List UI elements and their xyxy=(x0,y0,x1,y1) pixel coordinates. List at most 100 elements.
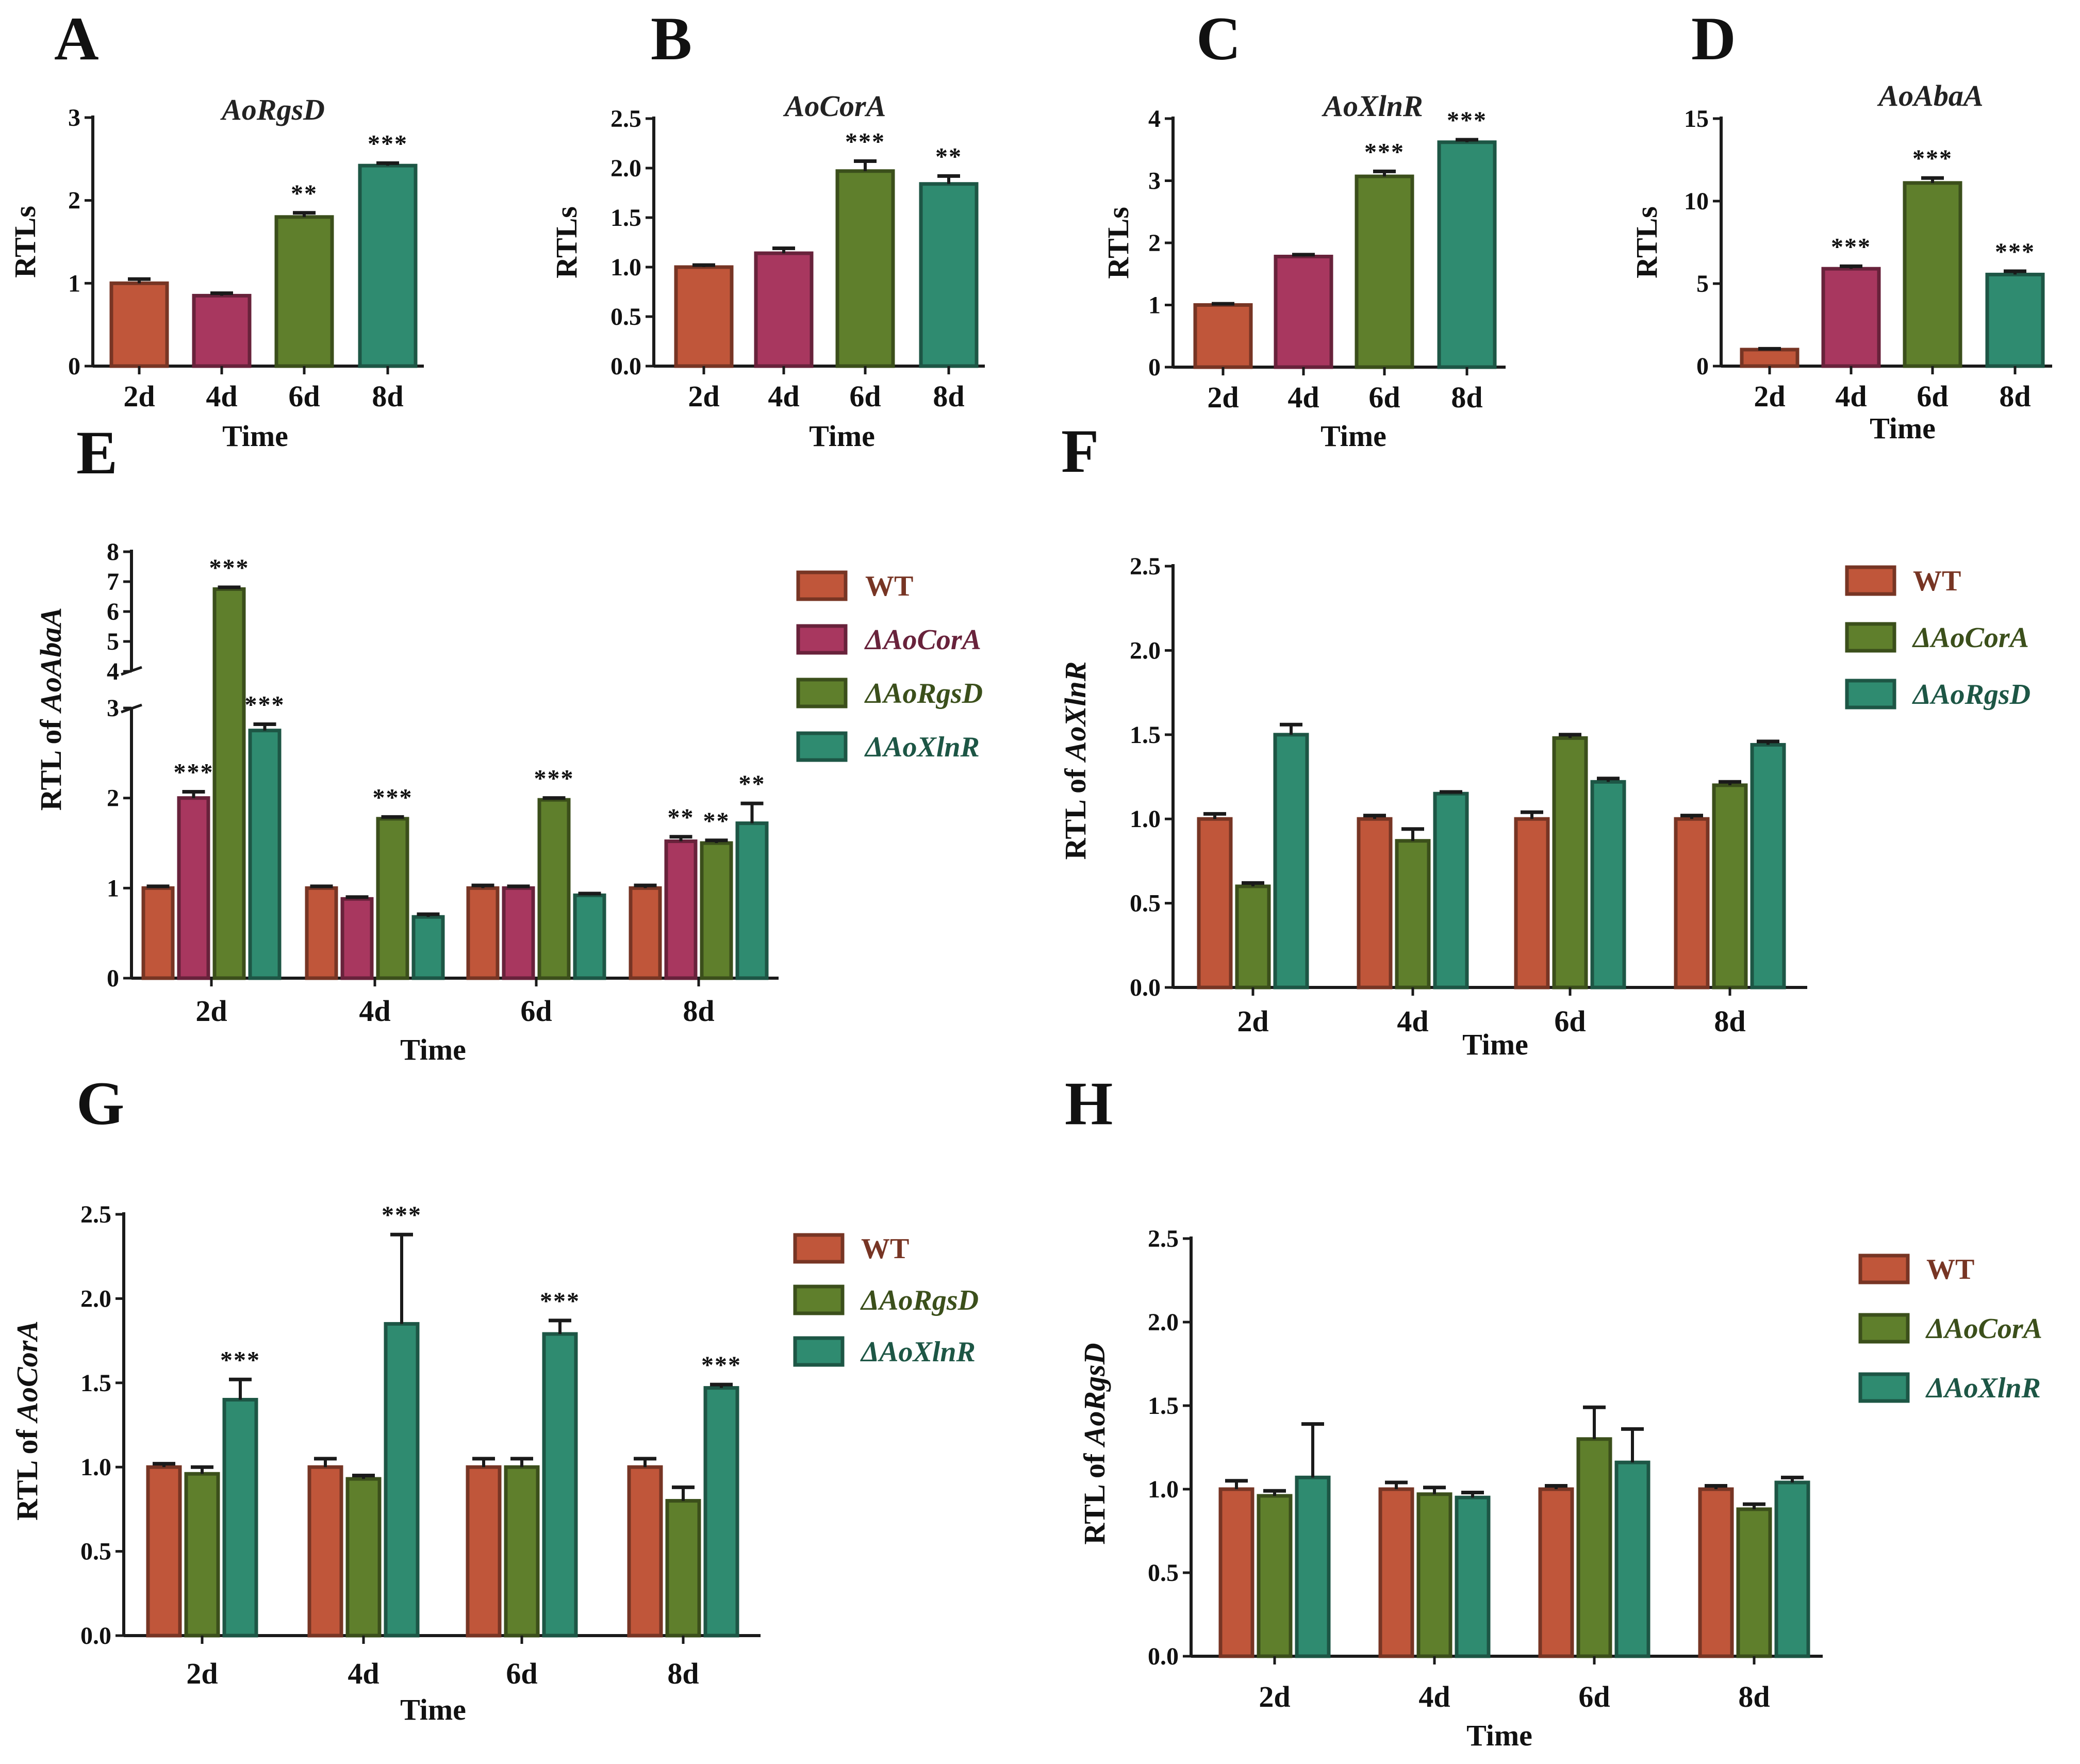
y-tick-label: 4 xyxy=(1148,105,1161,133)
legend-label: WT xyxy=(865,570,913,602)
panel-letter: A xyxy=(54,4,99,73)
bar-4d-aorgsd_mutant xyxy=(1395,839,1431,990)
significance-label: *** xyxy=(1447,107,1487,134)
legend-swatch xyxy=(1845,679,1896,710)
y-tick-label: 1.5 xyxy=(1130,721,1161,749)
y-tick-label: 0.0 xyxy=(80,1622,111,1650)
significance-label: *** xyxy=(368,130,408,157)
y-tick-label: 1 xyxy=(1148,292,1161,319)
y-tick-label: 2.0 xyxy=(80,1285,111,1312)
y-tick-label: 5 xyxy=(107,628,119,655)
bar-2d-aorgsd_mutant xyxy=(1257,1494,1293,1658)
panel-letter: B xyxy=(651,4,692,73)
bar-6d-wt xyxy=(466,1465,502,1638)
y-tick-label: 1.0 xyxy=(610,254,641,281)
bar-8d-aoxlnr_mutant xyxy=(1750,743,1786,990)
bar-8d-aorgsd_mutant xyxy=(665,1499,701,1638)
x-tick-label: 8d xyxy=(1999,380,2031,413)
significance-label: *** xyxy=(209,554,250,582)
bar-4d-aorgsd_mutant xyxy=(1416,1492,1452,1658)
bar-6d-aoxlnr_mutant xyxy=(1614,1460,1650,1658)
bar-8d-aorgsd_mutant xyxy=(1736,1507,1772,1658)
bar-2d xyxy=(109,281,169,368)
panel-letter: C xyxy=(1196,4,1241,73)
y-tick-label: 6 xyxy=(107,598,119,625)
bar-8d-aoxlnr_mutant xyxy=(735,821,769,980)
bar-6d-aorgsd_mutant xyxy=(504,1465,540,1638)
legend-label: WT xyxy=(1913,565,1961,597)
bar-4d-aoxlnr_mutant xyxy=(1455,1495,1491,1658)
y-axis-title: RTL of AoRgsD xyxy=(1078,1343,1111,1544)
significance-label: *** xyxy=(1831,233,1871,260)
panel-b: B AoCorA 0.0 0.5 1.0 1.5 2.0 2.5 2d 4d 6d *** 8d ** Ti… xyxy=(550,4,985,453)
legend: WT ΔAoCorA ΔAoRgsD ΔAoXlnR xyxy=(796,570,983,763)
y-axis-title: RTLs xyxy=(1101,207,1135,279)
y-axis-title-gene: AoRgsD xyxy=(1078,1343,1111,1447)
x-tick-label: 6d xyxy=(849,380,881,413)
y-tick-label: 0.0 xyxy=(1148,1643,1179,1670)
x-tick-label: 4d xyxy=(1418,1680,1450,1713)
bar-8d-wt xyxy=(1674,817,1710,990)
legend-swatch xyxy=(793,1284,845,1315)
legend-swatch xyxy=(1858,1372,1910,1403)
panel-letter: G xyxy=(76,1069,124,1137)
y-tick-label: 1.5 xyxy=(1148,1392,1179,1420)
bar-2d-wt xyxy=(1197,817,1233,990)
bar-6d xyxy=(835,169,895,368)
bar-6d xyxy=(274,215,334,368)
bar-2d-aoxlnr_mutant xyxy=(1295,1475,1331,1658)
y-tick-label: 0.5 xyxy=(1130,890,1161,917)
y-tick-label: 15 xyxy=(1684,105,1709,133)
bar-4d-aoxlnr_mutant xyxy=(1433,792,1469,990)
legend-swatch xyxy=(796,678,848,708)
y-tick-label: 2.5 xyxy=(80,1201,111,1228)
legend-label: WT xyxy=(861,1233,909,1265)
y-tick-label: 0.5 xyxy=(1148,1559,1179,1587)
x-axis-title: Time xyxy=(222,419,288,453)
significance-label: *** xyxy=(245,691,285,718)
y-tick-label: 1.5 xyxy=(610,204,641,232)
x-tick-label: 4d xyxy=(768,380,799,413)
x-axis-title: Time xyxy=(1466,1719,1532,1752)
y-tick-label: 2.5 xyxy=(610,105,641,133)
y-tick-label: 0.0 xyxy=(610,353,641,380)
bar-6d-aoxlnr_mutant xyxy=(573,893,606,980)
y-axis-title: RTLs xyxy=(8,206,42,278)
x-tick-label: 8d xyxy=(372,380,403,413)
y-axis-title: RTL of AoAbaA xyxy=(34,607,68,811)
significance-label: *** xyxy=(534,765,574,793)
panel-letter: E xyxy=(76,418,118,487)
x-axis-title: Time xyxy=(400,1693,466,1726)
panel-f: F 0.0 0.5 1.0 1.5 2.0 2.5 2d 4d 6d 8d Time RTL of Ao… xyxy=(1059,417,2031,1061)
bar-2d-aorgsd_mutant xyxy=(212,587,246,980)
bar-6d xyxy=(1355,174,1414,369)
legend-swatch xyxy=(796,731,848,762)
y-tick-label: 1.0 xyxy=(1148,1476,1179,1503)
bar-8d-aocora_mutant xyxy=(664,839,698,980)
legend: WT ΔAoCorA ΔAoRgsD xyxy=(1845,565,2031,711)
y-tick-label: 0 xyxy=(1696,353,1709,380)
x-tick-label: 2d xyxy=(1259,1680,1290,1713)
bar-4d-wt xyxy=(1378,1487,1414,1658)
y-tick-label: 1.5 xyxy=(80,1370,111,1397)
legend-swatch xyxy=(793,1336,845,1367)
x-tick-label: 4d xyxy=(1835,380,1867,413)
chart-title: AoAbaA xyxy=(1877,79,1983,112)
bar-4d xyxy=(754,251,814,368)
y-tick-label: 0.5 xyxy=(80,1538,111,1565)
y-tick-label: 3 xyxy=(107,695,119,722)
bar-2d-wt xyxy=(141,886,175,980)
significance-label: *** xyxy=(220,1346,260,1374)
x-tick-label: 2d xyxy=(1754,380,1785,413)
chart-title: AoXlnR xyxy=(1322,89,1423,123)
bar-8d-wt xyxy=(1698,1487,1734,1658)
significance-label: *** xyxy=(1912,145,1953,172)
bar-8d-aoxlnr_mutant xyxy=(1774,1480,1810,1658)
y-tick-label: 2.5 xyxy=(1148,1225,1179,1252)
legend-label: ΔAoRgsD xyxy=(860,1284,979,1316)
significance-label: *** xyxy=(540,1288,580,1315)
y-tick-label: 2.0 xyxy=(610,155,641,182)
y-tick-label: 8 xyxy=(107,538,119,566)
y-tick-label: 3 xyxy=(68,104,80,131)
